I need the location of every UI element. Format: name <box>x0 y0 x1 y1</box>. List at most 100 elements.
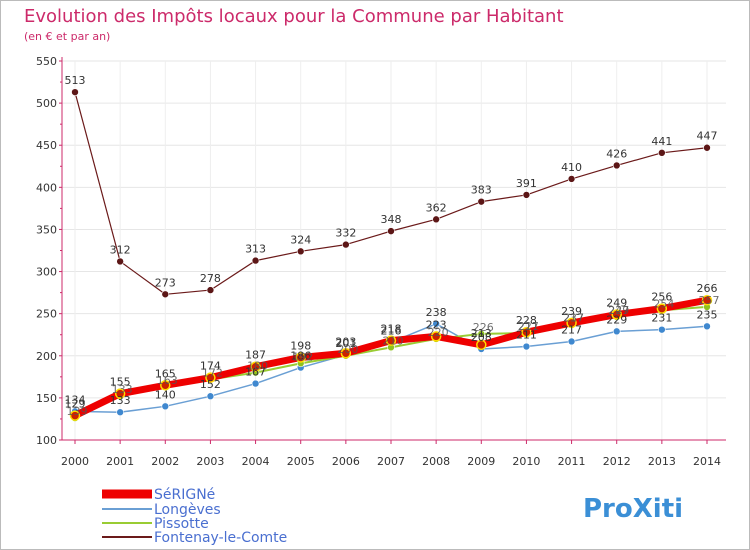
point-fontenay-le-comte <box>296 247 305 256</box>
data-label-overlap: 237 <box>563 312 584 325</box>
logo-text: ProXiti <box>583 494 683 524</box>
x-tick-label: 2003 <box>196 455 224 468</box>
data-label-overlap: 220 <box>428 326 449 339</box>
data-label-overlap: 229 <box>608 304 629 317</box>
data-label-s-rign-: 165 <box>155 367 176 380</box>
chart-subtitle: (en € et par an) <box>24 30 110 43</box>
data-label-overlap: 254 <box>653 297 674 310</box>
x-tick-label: 2009 <box>467 455 495 468</box>
point-fontenay-le-comte <box>658 149 666 157</box>
data-label-overlap: 247 <box>608 304 629 317</box>
data-label-s-rign-: 174 <box>200 360 221 373</box>
data-label-s-rign-: 129 <box>65 398 86 411</box>
data-label-overlap: 172 <box>202 366 223 379</box>
point-s-rign- <box>701 294 713 306</box>
data-label-overlap: 257 <box>699 294 720 307</box>
point-s-rign- <box>69 410 81 421</box>
data-label-long-ves: 238 <box>426 306 447 319</box>
point-long-ves <box>161 402 170 411</box>
data-label-overlap: 180 <box>247 360 268 373</box>
data-label-long-ves: 134 <box>65 393 86 406</box>
data-label-fontenay-le-comte: 273 <box>155 276 176 289</box>
point-fontenay-le-comte <box>342 240 350 249</box>
point-fontenay-le-comte <box>206 286 215 294</box>
point-long-ves <box>206 392 215 401</box>
data-label-long-ves: 216 <box>381 324 402 337</box>
x-tick-label: 2008 <box>422 455 450 468</box>
data-label-fontenay-le-comte: 383 <box>471 184 492 197</box>
data-label-overlap: 217 <box>563 312 584 325</box>
y-tick-label: 150 <box>36 392 57 405</box>
data-label-overlap: 211 <box>518 320 539 333</box>
data-label-fontenay-le-comte: 426 <box>606 147 627 160</box>
data-label-overlap: 139 <box>67 405 88 418</box>
data-label-s-rign-: 213 <box>471 327 492 340</box>
x-tick-label: 2002 <box>151 455 179 468</box>
x-tick-label: 2013 <box>648 455 676 468</box>
data-label-long-ves: 186 <box>290 350 311 363</box>
data-label-s-rign-: 155 <box>110 376 131 389</box>
point-s-rign- <box>205 372 216 383</box>
data-label-long-ves: 140 <box>155 388 176 401</box>
point-s-rign- <box>656 303 668 314</box>
data-label-s-rign-: 187 <box>245 349 266 362</box>
data-label-long-ves: 217 <box>561 323 582 336</box>
y-tick-label: 200 <box>36 350 57 363</box>
point-s-rign- <box>430 331 442 342</box>
point-fontenay-le-comte <box>161 290 170 299</box>
x-tick-label: 2004 <box>242 455 270 468</box>
x-tick-label: 2006 <box>332 455 360 468</box>
x-tick-label: 2007 <box>377 455 405 468</box>
proxiti-logo: ProXiti <box>583 494 683 524</box>
data-label-fontenay-le-comte: 447 <box>697 130 718 143</box>
data-label-long-ves: 201 <box>335 337 356 350</box>
point-long-ves <box>116 408 124 417</box>
point-long-ves <box>658 325 666 334</box>
y-tick-label: 400 <box>36 181 57 194</box>
point-long-ves <box>251 379 260 388</box>
y-tick-label: 250 <box>36 308 57 321</box>
data-label-overlap: 227 <box>518 320 539 333</box>
data-label-long-ves: 229 <box>606 313 627 326</box>
point-fontenay-le-comte <box>71 88 79 96</box>
data-label-s-rign-: 249 <box>606 297 627 310</box>
data-label-fontenay-le-comte: 313 <box>245 243 266 256</box>
data-label-s-rign-: 223 <box>426 318 447 331</box>
data-label-fontenay-le-comte: 410 <box>561 161 582 174</box>
data-label-overlap: 192 <box>292 350 313 363</box>
data-labels: 513 312 273 278 313 324 332 348 362 383 391 410 426 4… <box>65 74 720 418</box>
point-s-rign- <box>385 335 397 346</box>
legend-label-longeves: Longèves <box>154 502 221 518</box>
data-label-long-ves: 133 <box>110 394 131 407</box>
data-label-overlap: 163 <box>157 374 178 387</box>
y-tick-label: 100 <box>36 434 57 447</box>
y-tick-label: 550 <box>36 55 57 68</box>
data-label-s-rign-: 239 <box>561 305 582 318</box>
data-label-long-ves: 231 <box>651 312 672 325</box>
data-label-overlap: 200 <box>337 343 358 356</box>
data-label-long-ves: 167 <box>245 366 266 379</box>
data-label-long-ves: 152 <box>200 378 221 391</box>
data-label-fontenay-le-comte: 278 <box>200 272 221 285</box>
x-tick-label: 2000 <box>61 455 89 468</box>
x-tick-label: 2012 <box>603 455 631 468</box>
data-label-long-ves: 208 <box>471 331 492 344</box>
point-fontenay-le-comte <box>251 256 260 265</box>
point-s-rign- <box>340 348 352 359</box>
data-label-s-rign-: 256 <box>651 291 672 304</box>
point-fontenay-le-comte <box>116 257 124 266</box>
point-s-rign- <box>295 352 306 363</box>
point-pissotte <box>477 330 486 338</box>
data-label-fontenay-le-comte: 348 <box>381 213 402 226</box>
data-label-overlap: 133 <box>112 383 133 396</box>
data-label-fontenay-le-comte: 391 <box>516 177 537 190</box>
point-fontenay-le-comte <box>387 227 395 235</box>
point-long-ves <box>703 322 711 331</box>
x-tick-label: 2005 <box>287 455 315 468</box>
legend: SéRIGNé Longèves Pissotte Fontenay-le-Co… <box>102 487 287 546</box>
y-tick-label: 350 <box>36 223 57 236</box>
data-label-long-ves: 235 <box>697 308 718 321</box>
point-s-rign- <box>566 317 577 329</box>
